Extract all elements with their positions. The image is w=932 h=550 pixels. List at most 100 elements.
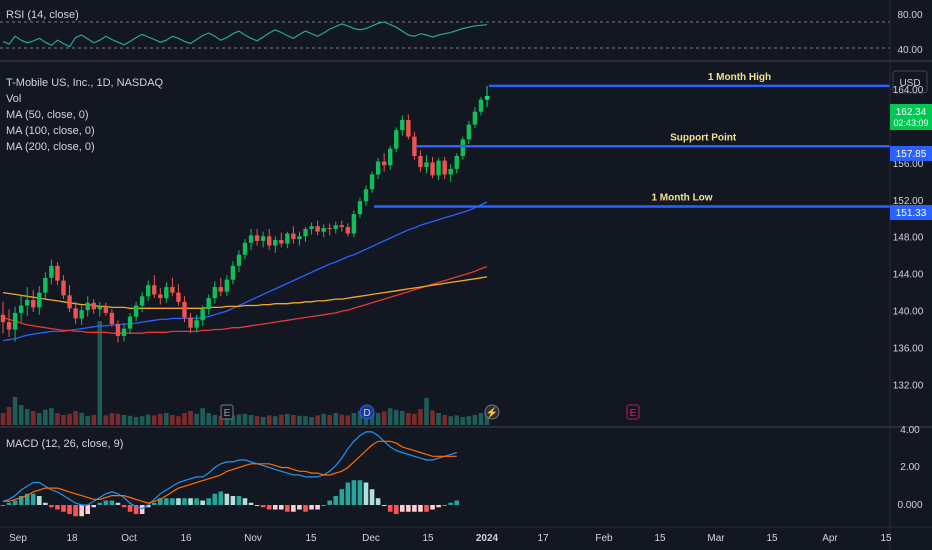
macd-hist-bar — [24, 493, 30, 505]
volume-bar — [212, 415, 218, 425]
macd-hist-bar — [375, 498, 381, 505]
volume-bar — [387, 408, 393, 425]
candle — [436, 157, 441, 180]
volume-bar — [285, 413, 290, 425]
candle — [381, 153, 387, 172]
event-marker-dividend[interactable]: D — [359, 404, 375, 420]
volume-bar — [369, 412, 375, 425]
volume-bar — [133, 417, 139, 425]
macd-hist-bar — [188, 498, 193, 505]
macd-hist-bar — [303, 505, 308, 512]
volume-bar — [24, 409, 30, 425]
macd-hist-bar — [176, 498, 181, 505]
volume-bar — [164, 413, 169, 425]
macd-hist-bar — [309, 505, 314, 510]
candle — [333, 221, 338, 234]
volume-bar — [430, 410, 435, 425]
macd-pane[interactable]: MACD (12, 26, close, 9) — [0, 431, 460, 517]
last-price-tag: 162.34 02:43:09 — [890, 104, 932, 130]
macd-hist-bar — [327, 500, 332, 505]
candle — [176, 284, 181, 306]
candle — [472, 107, 478, 129]
volume-bar — [49, 408, 54, 425]
macd-hist-bar — [321, 505, 326, 506]
candle — [400, 115, 405, 136]
candle — [242, 239, 248, 260]
rsi-pane-bg — [0, 0, 890, 60]
svg-text:E: E — [224, 408, 231, 419]
volume-bar — [55, 413, 60, 425]
candle — [388, 145, 393, 170]
event-marker-earnings-1[interactable]: E — [220, 404, 234, 420]
volume-bar — [145, 414, 151, 425]
time-labels: Sep 18 Oct 16 Nov 15 Dec 15 2024 17 Feb 15 Mar 15 Apr 1… — [9, 533, 892, 544]
candle — [448, 164, 453, 182]
candle — [164, 282, 169, 303]
volume-bar — [460, 417, 466, 425]
time-label: Nov — [244, 533, 262, 544]
candle — [363, 185, 369, 206]
volume-bar — [309, 417, 314, 425]
volume-bar — [158, 413, 163, 425]
macd-hist-bar — [430, 505, 435, 510]
candle — [478, 96, 484, 116]
time-label: Feb — [595, 533, 613, 544]
candle — [291, 226, 296, 244]
candle — [375, 157, 381, 180]
volume-bar — [357, 411, 363, 425]
moving-averages — [2, 201, 488, 342]
volume-bar — [375, 413, 381, 425]
volume-bar — [79, 413, 84, 425]
candle — [285, 231, 290, 249]
candle — [91, 299, 96, 314]
event-marker-flash[interactable]: ⚡ — [484, 404, 500, 420]
candle — [254, 228, 260, 246]
event-marker-earnings-2[interactable]: E — [626, 404, 640, 420]
volume-bar — [188, 411, 193, 425]
macd-hist-bar — [254, 505, 260, 506]
candle — [43, 272, 48, 299]
volume-bar — [327, 415, 332, 425]
volume-bar — [424, 397, 429, 425]
svg-text:⚡: ⚡ — [486, 406, 498, 419]
rsi-tick-80: 80.00 — [897, 10, 922, 21]
macd-hist-bar — [363, 482, 369, 505]
currency-button[interactable]: USD — [892, 70, 928, 94]
candle — [297, 231, 302, 246]
signal-line — [3, 440, 457, 504]
macd-hist-bar — [351, 480, 357, 505]
volume-bar — [37, 413, 42, 425]
macd-hist-bar — [412, 505, 417, 512]
candle — [61, 275, 66, 300]
macd-hist-bar — [236, 496, 242, 505]
level-label: 1 Month Low — [651, 192, 712, 203]
rsi-pane[interactable]: RSI (14, close) — [0, 0, 890, 60]
volume-bar — [67, 413, 72, 425]
macd-title: MACD (12, 26, close, 9) — [6, 438, 123, 450]
candle — [454, 153, 459, 174]
candle — [170, 277, 175, 297]
currency-label: USD — [899, 78, 920, 89]
candle — [327, 223, 332, 236]
macd-hist-bar — [339, 489, 345, 505]
price-tick: 136.00 — [893, 343, 924, 354]
macd-hist-bar — [55, 505, 60, 510]
main-pane[interactable]: 1 Month High Support Point 1 Month Low T-M… — [0, 72, 890, 425]
candle — [37, 286, 42, 315]
macd-hist-bar — [91, 505, 97, 508]
volume-bar — [85, 416, 90, 425]
time-label: 15 — [654, 533, 666, 544]
candle — [109, 309, 115, 327]
svg-text:D: D — [363, 408, 370, 419]
macd-hist-bar — [115, 502, 121, 505]
price-ticks: 164.00160.00156.00152.00148.00144.00140.… — [893, 85, 924, 391]
volume-bar — [170, 415, 175, 425]
rsi-line — [2, 21, 488, 48]
volume-bar — [272, 416, 278, 425]
rsi-tick-40: 40.00 — [897, 45, 922, 56]
volume-bar — [6, 407, 12, 425]
time-axis[interactable]: Sep 18 Oct 16 Nov 15 Dec 15 2024 17 Feb 15 Mar 15 Apr 1… — [0, 526, 932, 544]
macd-hist-bar — [345, 482, 351, 505]
price-axis[interactable]: 80.00 40.00 USD 164.00160.00156.00152.00… — [889, 0, 932, 550]
